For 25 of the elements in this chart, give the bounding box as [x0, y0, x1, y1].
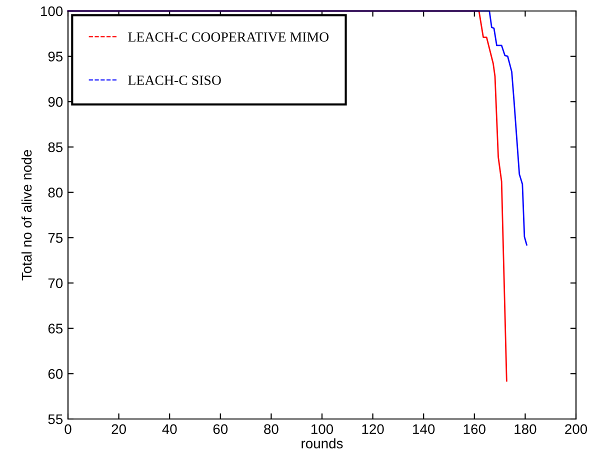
y-tick-label: 95: [48, 52, 63, 62]
y-tick-label: 70: [48, 278, 63, 288]
x-tick-label: 180: [514, 424, 536, 434]
y-tick-label: 65: [48, 324, 63, 334]
x-tick-label: 200: [565, 424, 588, 434]
y-tick-label: 75: [48, 233, 63, 243]
y-axis-title: Total no of alive node: [21, 150, 32, 280]
x-tick-label: 120: [362, 424, 384, 434]
x-tick-label: 40: [162, 424, 177, 434]
legend-label: LEACH-C SISO: [128, 76, 221, 85]
x-axis-title: rounds: [302, 438, 343, 448]
legend-label: LEACH-C COOPERATIVE MIMO: [128, 32, 329, 42]
x-tick-label: 140: [413, 424, 435, 434]
x-tick-label: 160: [464, 424, 486, 434]
y-tick-label: 100: [41, 6, 63, 16]
x-tick-label: 0: [64, 424, 72, 434]
y-tick-label: 55: [48, 414, 63, 424]
x-tick-label: 60: [213, 424, 228, 434]
x-tick-label: 100: [311, 424, 334, 434]
x-tick-label: 80: [264, 424, 278, 434]
y-tick-label: 60: [48, 369, 63, 379]
y-tick-label: 80: [48, 188, 63, 198]
y-tick-label: 90: [48, 97, 63, 107]
y-tick-label: 85: [48, 142, 63, 152]
x-tick-label: 20: [112, 424, 126, 434]
